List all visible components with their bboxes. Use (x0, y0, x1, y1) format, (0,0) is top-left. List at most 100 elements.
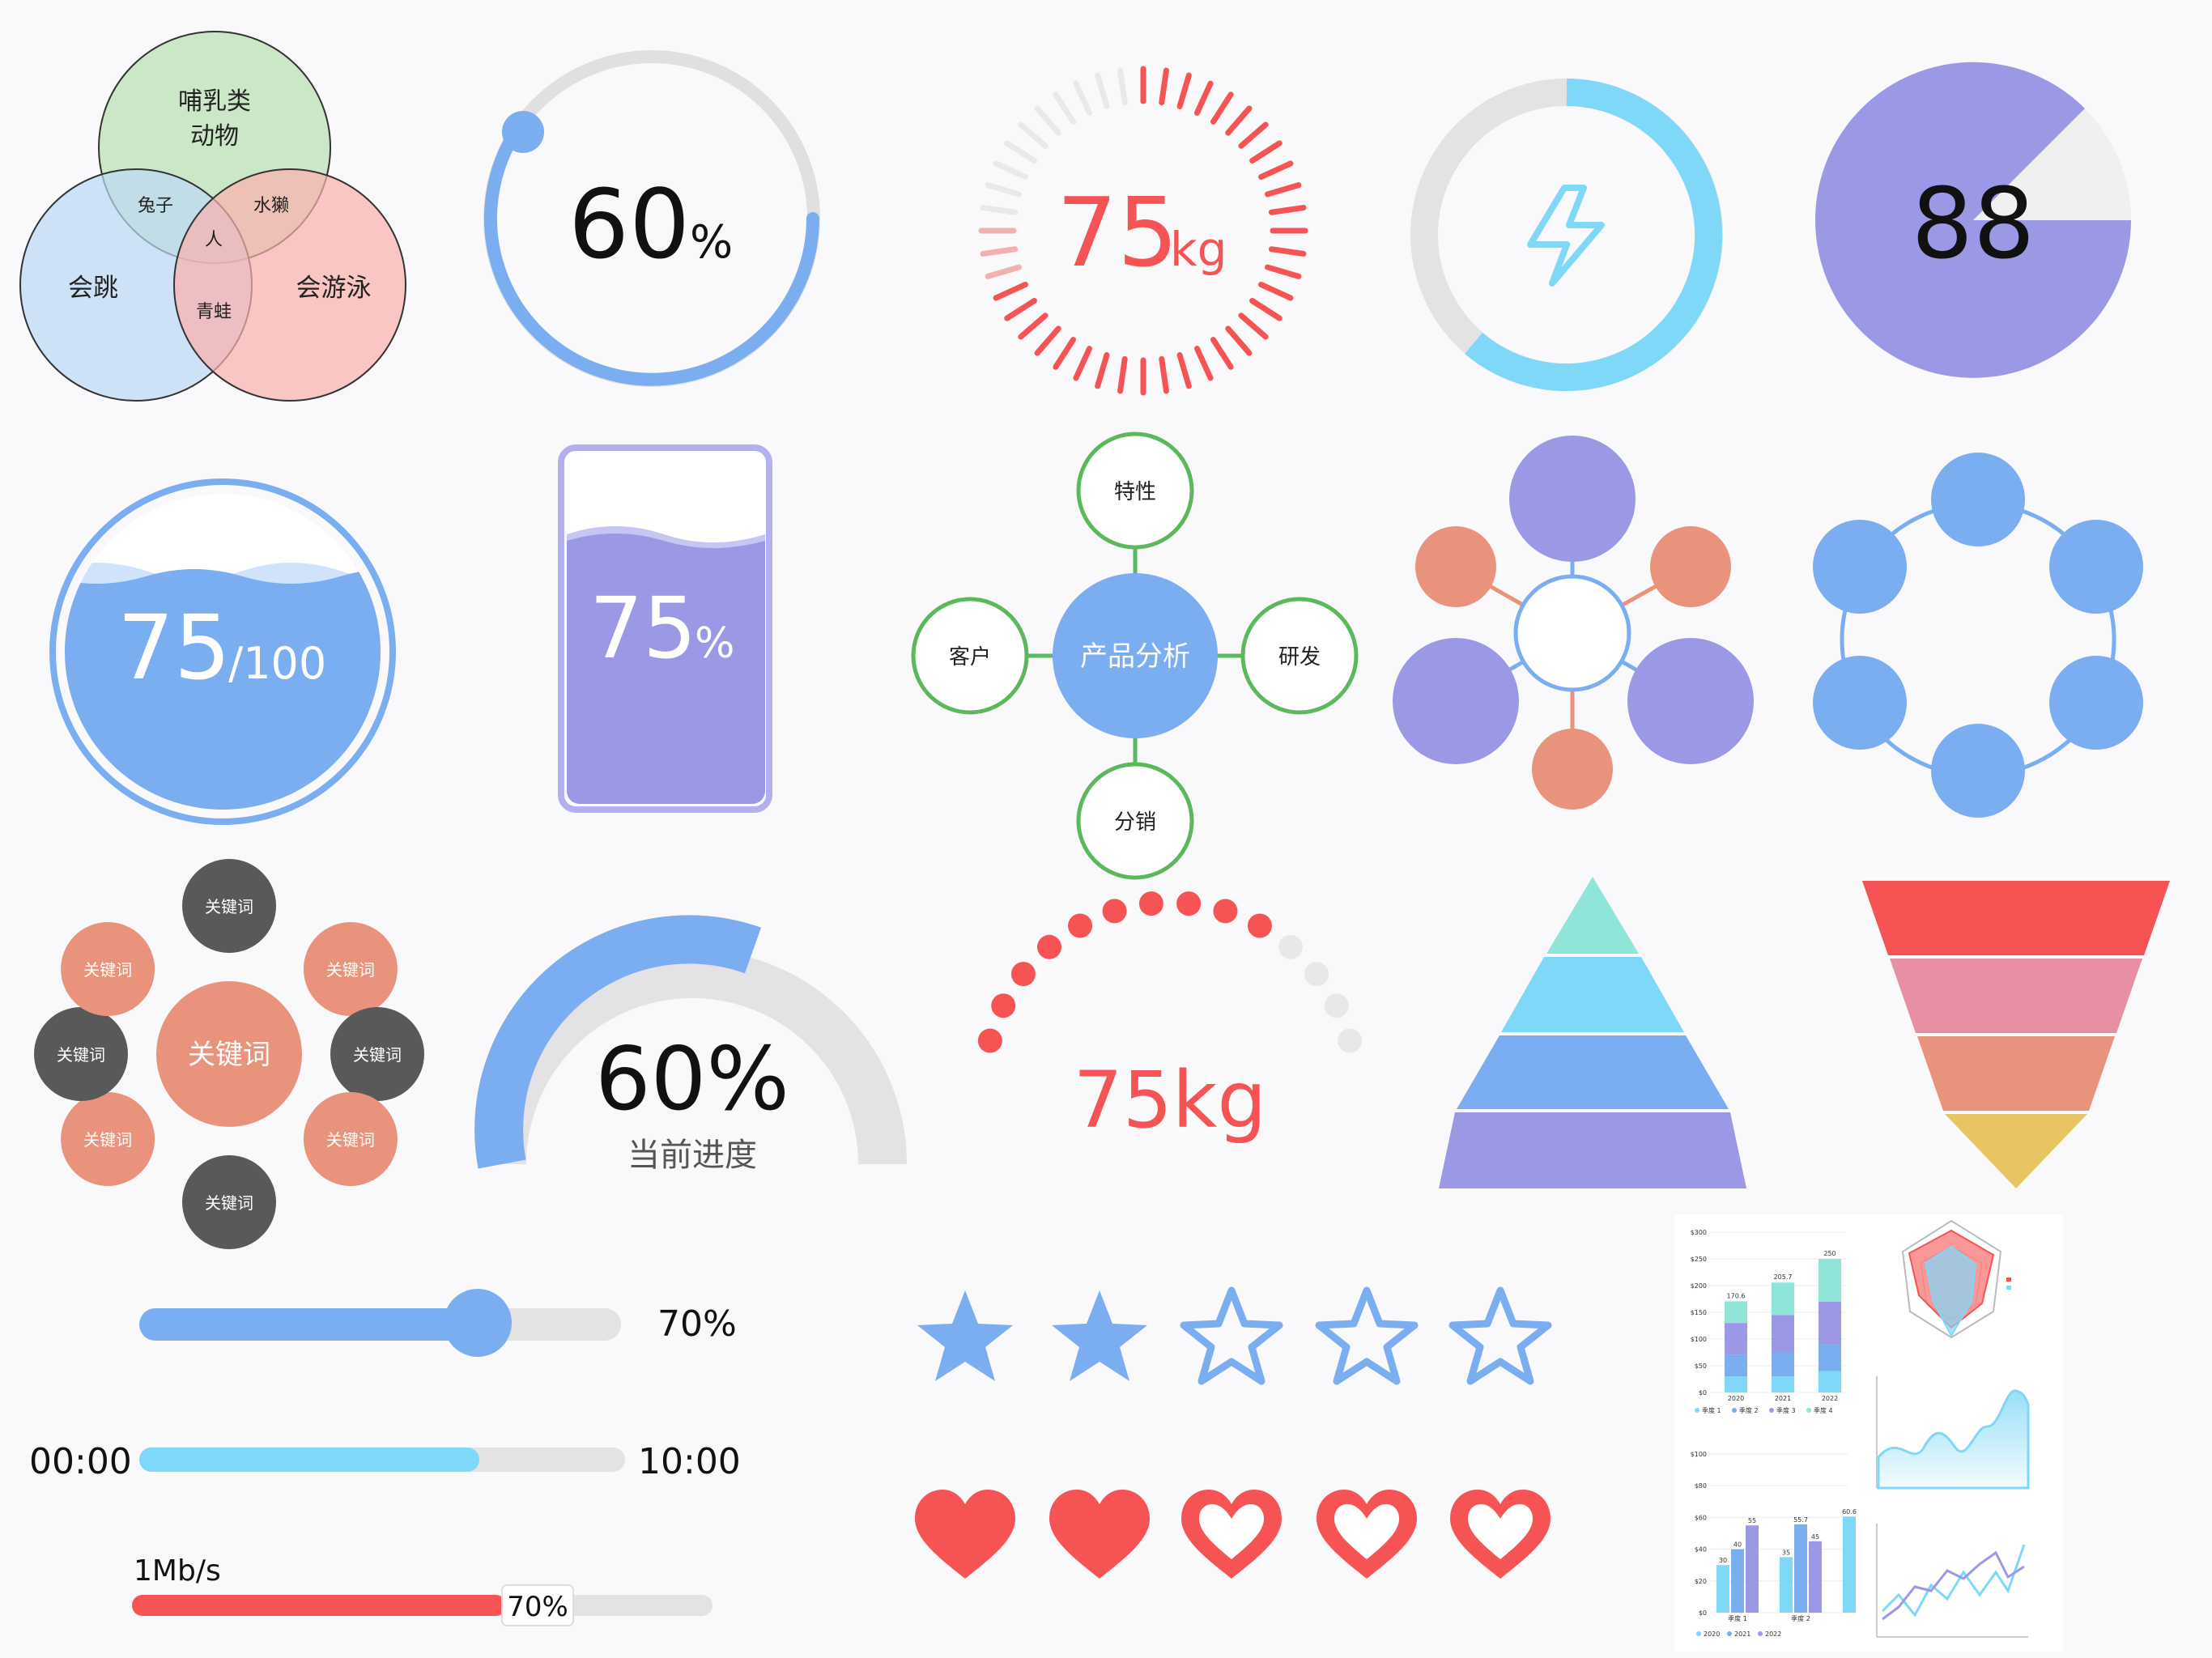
line-chart (1876, 1524, 2028, 1638)
hub-center[interactable] (1513, 574, 1631, 692)
cycle-node-3[interactable] (2049, 656, 2143, 750)
gauge-caption: 当前进度 (627, 1137, 757, 1174)
gauge-tick (1053, 337, 1076, 370)
wave-value: 75 (117, 596, 231, 699)
keyword-node[interactable] (182, 859, 276, 953)
gauge-tick (1268, 246, 1307, 257)
keyword-node[interactable] (61, 1091, 155, 1186)
venn-rabbit-label: 兔子 (138, 196, 173, 216)
mind-center-label: 产品分析 (1080, 640, 1190, 673)
stacked-ytick: $250 (1691, 1256, 1707, 1263)
keyword-node[interactable] (303, 1091, 398, 1186)
grouped-bar (1843, 1516, 1856, 1613)
star-icon-5[interactable] (1453, 1290, 1548, 1381)
gauge-tick (980, 246, 1019, 257)
stacked-bar-segment (1772, 1376, 1794, 1392)
gauge-tick (1004, 140, 1037, 164)
mini-charts-panel: $0 $50 $100 $150 $200 $250 $300 170.6 2020 205.7 2… (1674, 1214, 2063, 1652)
lightning-ring (1410, 79, 1723, 391)
mind-node-bottom[interactable] (1076, 762, 1194, 880)
gauge-dot (1247, 913, 1272, 938)
heart-icon-2[interactable] (1049, 1490, 1150, 1579)
gauge-tick (1210, 337, 1234, 370)
star-icon-3[interactable] (1184, 1290, 1279, 1381)
gauge-tick (1117, 355, 1128, 394)
hub-diagram (1393, 436, 1754, 810)
gauge-tick (1018, 121, 1049, 149)
stacked-bar-chart: $0 $50 $100 $150 $200 $250 $300 170.6 2020 205.7 2… (1691, 1229, 1846, 1414)
stacked-bar-segment (1772, 1282, 1794, 1316)
cycle-node-6[interactable] (1813, 520, 1907, 614)
heart-rating (915, 1490, 1551, 1579)
slider-value: 70% (657, 1303, 737, 1345)
mind-map-center[interactable] (1053, 573, 1218, 738)
stacked-ytick: $200 (1691, 1282, 1707, 1290)
keyword-node[interactable] (303, 922, 398, 1017)
tick75-unit: kg (1170, 222, 1227, 277)
heart-icon-1[interactable] (915, 1490, 1015, 1579)
stacked-bar-segment (1725, 1354, 1747, 1377)
slider-thumb[interactable] (444, 1289, 512, 1357)
gauge-tick (1004, 298, 1037, 321)
ring60-unit: % (690, 216, 733, 269)
pie-88-value: 88 (1912, 168, 2035, 281)
hub-node-upper-left[interactable] (1415, 526, 1496, 607)
keyword-center-label: 关键词 (188, 1039, 270, 1071)
hub-node-right[interactable] (1627, 638, 1754, 764)
cycle-node-5[interactable] (1813, 656, 1907, 750)
keyword-node[interactable] (330, 1007, 424, 1101)
heart-icon-5[interactable] (1450, 1490, 1551, 1579)
gauge-tick (1238, 121, 1269, 149)
star-icon-4[interactable] (1319, 1290, 1414, 1381)
grouped-legend-item: 2020 (1704, 1630, 1720, 1638)
ring60-value: 60 (568, 168, 690, 280)
semi-gauge-60: 60% 当前进度 (474, 915, 907, 1174)
mind-right-label: 研发 (1278, 645, 1321, 670)
gauge-tick (1225, 105, 1253, 136)
radar-chart (1901, 1219, 2011, 1339)
keyword-node[interactable] (61, 922, 155, 1017)
grouped-bar (1716, 1565, 1729, 1613)
hub-node-bottom[interactable] (1532, 729, 1613, 810)
gauge-tick (1073, 80, 1093, 116)
venn-jump-label: 会跳 (68, 274, 118, 303)
venn-otter-label: 水獭 (253, 196, 289, 216)
star-icon-1[interactable] (917, 1290, 1013, 1381)
mind-map: 产品分析 特性 客户 研发 分销 (911, 432, 1359, 880)
gauge-tick (1073, 346, 1093, 381)
cycle-node-4[interactable] (1931, 724, 2025, 818)
heart-icon-3[interactable] (1181, 1490, 1282, 1579)
cycle-node-1[interactable] (1931, 453, 2025, 546)
mind-node-right[interactable] (1240, 597, 1359, 715)
gauge-tick (1117, 67, 1128, 106)
hub-node-upper-right[interactable] (1650, 526, 1731, 607)
heart-icon-4[interactable] (1317, 1490, 1417, 1579)
gauge-tick (1176, 72, 1192, 109)
hub-node-left[interactable] (1393, 638, 1519, 764)
tank-value: 75 (589, 579, 696, 678)
venn-diagram: 哺乳类 动物 会跳 会游泳 兔子 水獭 人 青蛙 (19, 31, 406, 402)
gauge-tick (1238, 312, 1269, 340)
keyword-node-label: 关键词 (83, 1130, 132, 1150)
keyword-node[interactable] (34, 1007, 128, 1101)
stacked-legend-item: 季度 2 (1739, 1406, 1759, 1414)
progress-ring-knob[interactable] (502, 111, 544, 153)
keyword-center[interactable] (156, 981, 302, 1127)
gauge-dot (1036, 934, 1061, 959)
mind-node-left[interactable] (911, 597, 1029, 715)
star-icon-2[interactable] (1052, 1290, 1147, 1381)
keyword-node[interactable] (182, 1155, 276, 1249)
player-fill (139, 1448, 479, 1472)
keyword-node-label: 关键词 (205, 897, 253, 916)
gauge-tick (1193, 346, 1214, 381)
speed-fill (132, 1595, 506, 1616)
gauge-tick (993, 160, 1028, 181)
hub-node-top[interactable] (1509, 436, 1636, 562)
mind-node-top[interactable] (1076, 432, 1194, 550)
gauge-dot (977, 1028, 1002, 1053)
gauge-tick (1258, 281, 1294, 301)
cycle-node-2[interactable] (2049, 520, 2143, 614)
stacked-total-label: 205.7 (1774, 1273, 1793, 1281)
star-rating (917, 1290, 1548, 1381)
gauge-dot (1138, 891, 1163, 916)
